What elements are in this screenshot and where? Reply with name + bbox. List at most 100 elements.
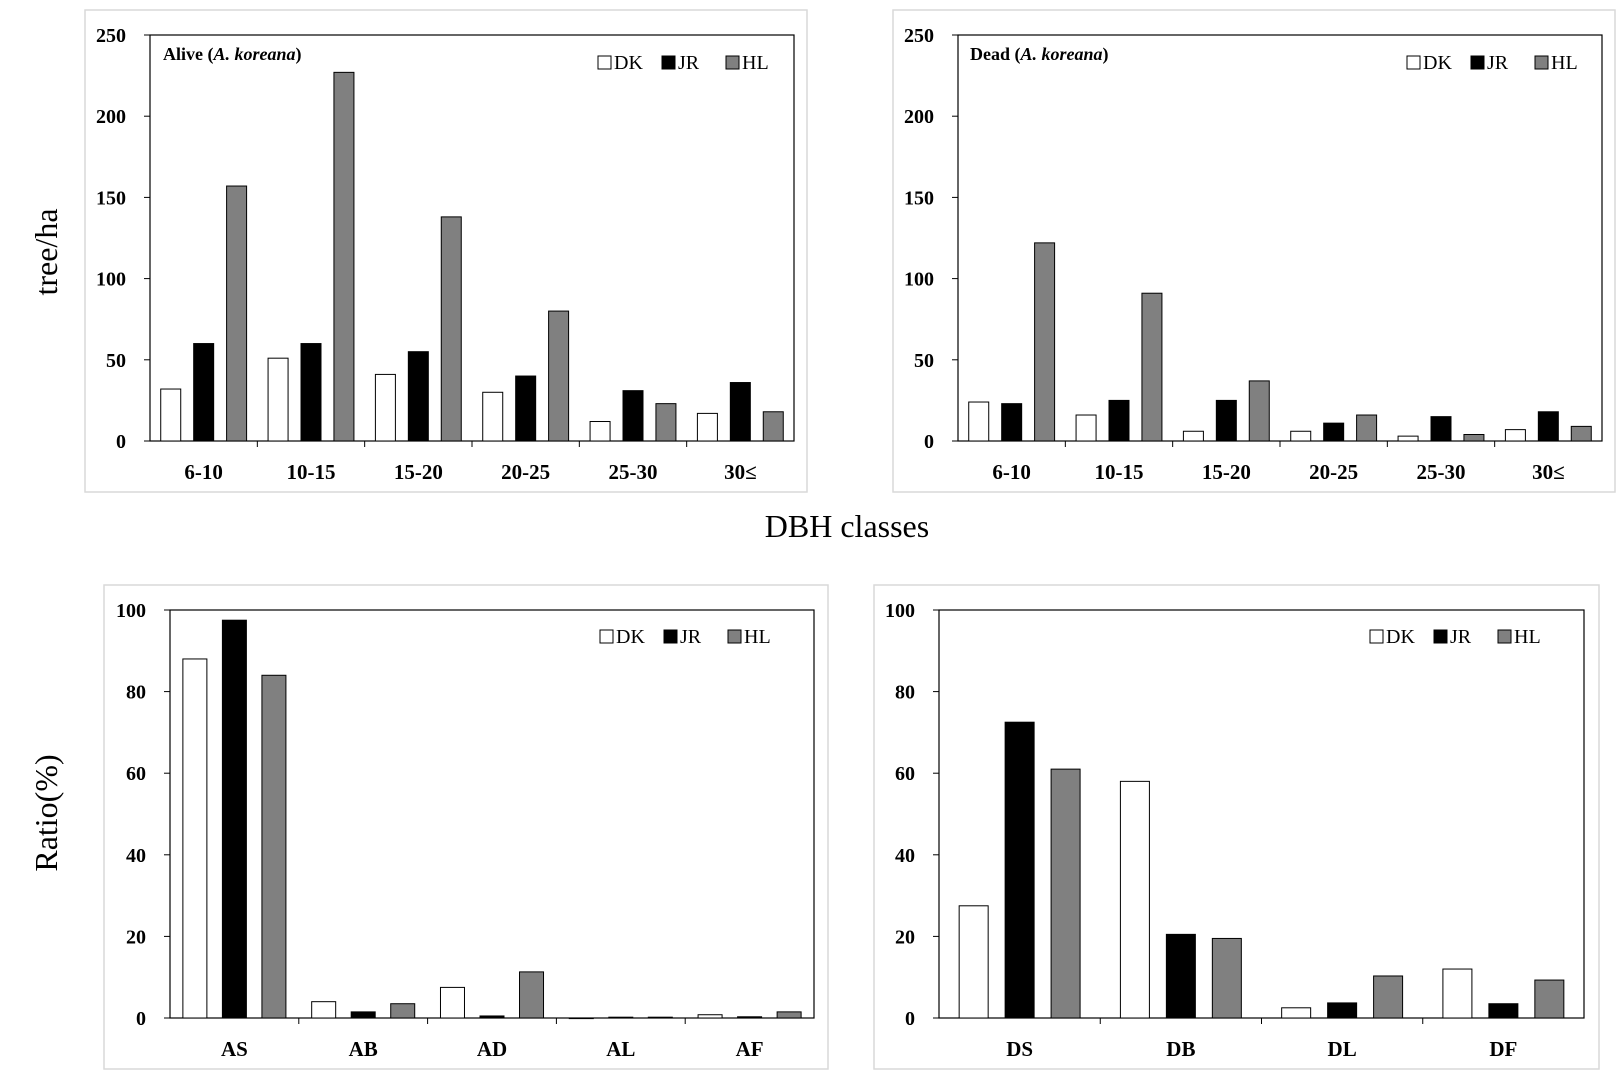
bar-dk-DS — [958, 905, 989, 1019]
x-tick-label: 15-20 — [394, 460, 443, 484]
panel-title-species: A. koreana — [1020, 44, 1103, 64]
bar-hl-DL — [1373, 975, 1404, 1019]
bar-dk-20-25 — [1290, 430, 1312, 442]
y-tick-label: 250 — [96, 25, 126, 47]
x-tick-label: 20-25 — [1309, 460, 1358, 484]
bar-dk-6-10 — [160, 388, 182, 442]
x-tick-label: AS — [221, 1037, 248, 1061]
bar-dk-10-15 — [1075, 414, 1097, 442]
legend-swatch-hl — [727, 629, 742, 644]
panel-title: Dead (A. koreana) — [970, 44, 1109, 65]
bar-dk-15-20 — [374, 373, 396, 442]
y-tick-label: 200 — [904, 106, 934, 128]
bar-hl-30≤ — [762, 411, 784, 442]
bar-jr-DS — [1004, 721, 1035, 1019]
bar-jr-6-10 — [193, 343, 215, 442]
bar-jr-30≤ — [729, 382, 751, 442]
bar-dk-30≤ — [1504, 429, 1526, 442]
legend-swatch-hl — [1497, 629, 1512, 644]
chart-panel-4: 0 20 40 60 80 100 DS DB DL DF DK JR HL — [873, 584, 1600, 1070]
legend-swatch-jr — [663, 629, 678, 644]
bar-jr-DL — [1327, 1002, 1358, 1019]
bar-dk-DB — [1119, 780, 1150, 1019]
bar-hl-AD — [519, 971, 545, 1019]
legend-swatch-jr — [661, 55, 676, 70]
x-tick-label: AD — [477, 1037, 507, 1061]
panel-title: Alive (A. koreana) — [163, 44, 302, 65]
bar-hl-15-20 — [1248, 380, 1270, 442]
bar-jr-10-15 — [300, 343, 322, 442]
legend-label-dk: DK — [1423, 52, 1452, 74]
legend: DK JR HL — [1406, 52, 1578, 74]
legend-label-jr: JR — [678, 52, 700, 74]
legend-label-jr: JR — [680, 626, 702, 648]
bar-jr-DF — [1488, 1003, 1519, 1019]
legend-label-hl: HL — [1514, 626, 1541, 648]
legend-swatch-dk — [599, 629, 614, 644]
y-tick-label: 0 — [136, 1008, 146, 1030]
legend-label-hl: HL — [744, 626, 771, 648]
legend-label-hl: HL — [742, 52, 769, 74]
bar-jr-AF — [737, 1016, 763, 1019]
bar-jr-DB — [1165, 933, 1196, 1019]
legend-swatch-hl — [1534, 55, 1549, 70]
legend-label-dk: DK — [1386, 626, 1415, 648]
bar-dk-DL — [1281, 1007, 1312, 1019]
y-tick-label: 80 — [126, 682, 146, 704]
bar-dk-AS — [182, 658, 208, 1019]
x-tick-label: 10-15 — [1095, 460, 1144, 484]
legend-swatch-dk — [597, 55, 612, 70]
x-tick-label: 6-10 — [184, 460, 223, 484]
bar-hl-DF — [1534, 979, 1565, 1019]
panel-title-main: Dead ( — [970, 44, 1021, 65]
legend: DK JR HL — [597, 52, 769, 74]
x-tick-label: AB — [349, 1037, 378, 1061]
bar-jr-20-25 — [1323, 422, 1345, 442]
y-tick-label: 100 — [904, 269, 934, 291]
y-tick-label: 0 — [924, 431, 934, 453]
y-tick-label: 200 — [96, 106, 126, 128]
bar-hl-10-15 — [1141, 292, 1163, 442]
y-tick-label: 20 — [895, 926, 915, 948]
y-tick-label: 60 — [895, 763, 915, 785]
bar-dk-AD — [439, 986, 465, 1019]
bar-jr-10-15 — [1108, 399, 1130, 442]
legend-swatch-dk — [1369, 629, 1384, 644]
x-tick-label: 20-25 — [501, 460, 550, 484]
x-axis-title-top: DBH classes — [765, 508, 929, 544]
bar-hl-6-10 — [1034, 242, 1056, 442]
legend-swatch-jr — [1470, 55, 1485, 70]
y-tick-label: 40 — [126, 845, 146, 867]
y-tick-label: 0 — [116, 431, 126, 453]
bar-hl-DB — [1211, 937, 1242, 1019]
x-tick-label: 10-15 — [287, 460, 336, 484]
x-tick-label: 25-30 — [609, 460, 658, 484]
bar-hl-25-30 — [655, 403, 677, 442]
y-tick-label: 100 — [885, 600, 915, 622]
bar-dk-AF — [697, 1014, 723, 1019]
panel-title-end: ) — [296, 44, 302, 65]
panel-title-main: Alive ( — [163, 44, 213, 65]
x-tick-label: 30≤ — [1532, 460, 1565, 484]
bar-hl-AF — [776, 1011, 802, 1019]
y-axis-title-top: tree/ha — [28, 208, 64, 295]
legend: DK JR HL — [599, 626, 771, 648]
chart-panel-2: 0 50 100 150 200 250 6-10 10-15 15-20 20-25 25-30 3… — [892, 9, 1616, 493]
panel-frame — [103, 584, 829, 1070]
x-tick-label: DS — [1006, 1037, 1033, 1061]
y-tick-label: 100 — [96, 269, 126, 291]
bar-dk-25-30 — [1397, 435, 1419, 442]
y-tick-label: 150 — [96, 187, 126, 209]
y-tick-label: 50 — [106, 350, 126, 372]
panel-title-species: A. koreana — [212, 44, 295, 64]
y-tick-label: 150 — [904, 187, 934, 209]
x-tick-label: DB — [1166, 1037, 1195, 1061]
panel-title-end: ) — [1103, 44, 1109, 65]
legend-label-dk: DK — [614, 52, 643, 74]
x-tick-label: DF — [1489, 1037, 1517, 1061]
bar-dk-DF — [1442, 968, 1473, 1019]
legend: DK JR HL — [1369, 626, 1541, 648]
legend-label-jr: JR — [1487, 52, 1509, 74]
legend-label-hl: HL — [1551, 52, 1578, 74]
